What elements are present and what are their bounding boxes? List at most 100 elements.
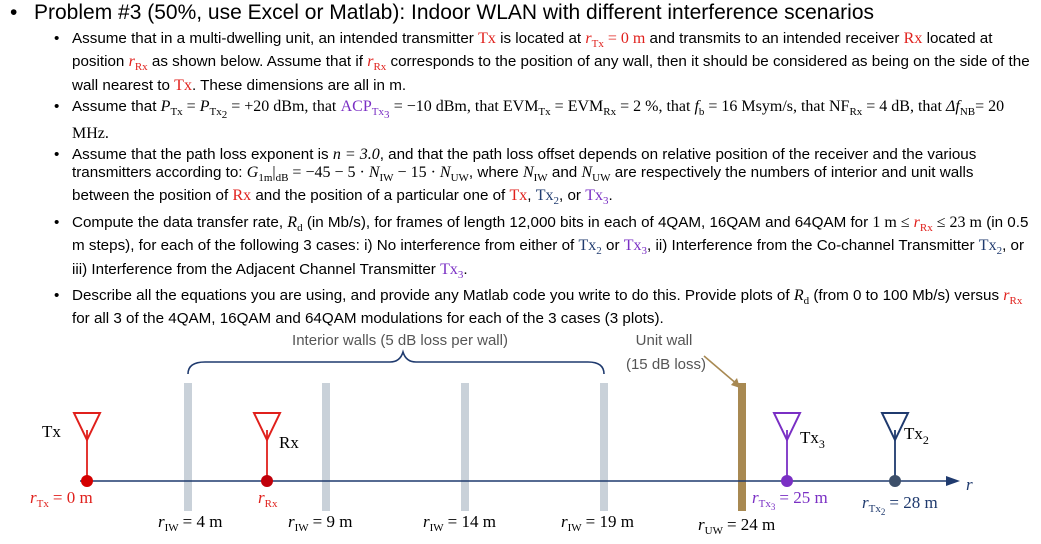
unit-wall: [738, 383, 746, 511]
unit-wall-position-label: rUW = 24 m: [698, 515, 775, 537]
b3-tx3: Tx: [585, 187, 603, 205]
b4-tx3: Tx: [623, 237, 642, 255]
b3-tx2-sub: 2: [553, 195, 560, 208]
title-text: Problem #3 (50%, use Excel or Matlab): I…: [34, 1, 874, 24]
bullet-marker: •: [54, 30, 60, 47]
b2-p2-sub: Tx: [209, 106, 222, 119]
b3-nuw: N: [439, 163, 451, 181]
b3-g-sub: 1m: [258, 172, 273, 185]
tx2-diagram-sub: 2: [923, 433, 929, 447]
b4-text-f: , or iii) Interference from the Adjacent…: [72, 237, 1025, 278]
b1-text-b: is located at: [500, 30, 582, 47]
b1-rrx-sub-2: Rx: [373, 61, 387, 74]
b5-rd: R: [793, 286, 804, 304]
b2-p1-sub: Tx: [170, 106, 183, 119]
b1-rx: Rx: [903, 30, 923, 47]
b4-range-a: 1 m ≤: [872, 213, 910, 231]
rtx-position-label: rTx = 0 m: [30, 488, 93, 510]
b2-eq7: = 4 dB, that: [866, 97, 942, 115]
b4-text-e: , ii) Interference from the Co-channel T…: [647, 237, 975, 255]
b3-text-f: and the position of a particular one of: [255, 187, 506, 205]
bullet-3: • Assume that the path loss exponent is …: [54, 145, 977, 208]
b1-text-f: corresponds to the position of any wall,…: [72, 53, 1030, 94]
b2-p1: P: [160, 97, 171, 115]
b3-niw-sub-2: IW: [533, 172, 548, 185]
wall3-position-label: rIW = 14 m: [423, 512, 496, 534]
b4-tx3-sub: 3: [641, 245, 648, 258]
tx2-position-dot: [889, 475, 901, 487]
bullet-marker: •: [54, 213, 60, 231]
wall1-position-label: rIW = 4 m: [158, 512, 222, 534]
bullet-1: • Assume that in a multi-dwelling unit, …: [54, 30, 1030, 94]
rx-antenna-icon: [252, 412, 282, 443]
tx-antenna-icon: [72, 412, 102, 443]
b2-eq4: =: [554, 97, 564, 115]
b5-rrx: r: [1003, 286, 1010, 304]
b1-text-c: and transmits to an intended receiver: [649, 30, 900, 47]
b2-eq2: = +20 dBm, that: [231, 97, 337, 115]
b3-or: , or: [559, 187, 581, 205]
unit-wall-label-2: (15 dB loss): [626, 356, 706, 373]
b3-eq: = −45 − 5 ·: [292, 163, 365, 181]
b3-nuw-sub: UW: [450, 172, 469, 185]
problem-title: • Problem #3 (50%, use Excel or Matlab): …: [10, 1, 874, 25]
rx-position-dot: [261, 475, 273, 487]
b1-text-a: Assume that in a multi-dwelling unit, an…: [72, 30, 474, 47]
rx-diagram-label: Rx: [279, 433, 299, 452]
bullet-list: • Assume that in a multi-dwelling unit, …: [54, 30, 1034, 332]
axis-arrowhead: [946, 476, 960, 486]
b2-text-a: Assume that: [72, 97, 157, 115]
b4-tx3-sub-2: 3: [457, 268, 464, 281]
b2-eq6: = 16 Msym/s, that: [708, 97, 825, 115]
interior-walls-brace: [187, 349, 605, 375]
b3-text-d: and: [551, 163, 578, 181]
b5-text-a: Describe all the equations you are using…: [72, 286, 790, 304]
b2-acp-subsub: 3: [383, 109, 390, 122]
b2-df-sub: NB: [959, 106, 976, 119]
bullet-marker: •: [54, 97, 60, 115]
b3-tx: Tx: [509, 187, 528, 205]
b2-fb: f: [694, 97, 699, 115]
b1-text-g: These dimensions are all in m.: [200, 76, 407, 94]
tx3-antenna-icon: [772, 412, 802, 443]
b4-tx2-sub-2: 2: [996, 245, 1003, 258]
svg-text:Tx2: Tx2: [904, 424, 929, 447]
bullet-2: • Assume that PTx = PTx2 = +20 dBm, that…: [54, 97, 1034, 143]
b3-tx3-sub: 3: [603, 195, 609, 208]
b1-rtx: r: [585, 30, 592, 47]
b5-rd-sub: d: [803, 295, 810, 308]
b3-nuw-sub-2: UW: [592, 172, 611, 185]
b2-evm2-sub: Rx: [603, 106, 617, 119]
b1-text-e: as shown below. Assume that if: [151, 53, 363, 71]
b4-tx2-sub: 2: [596, 245, 602, 258]
b4-range-b: ≤ 23 m: [936, 213, 982, 231]
tx3-position-dot: [781, 475, 793, 487]
b5-text-c: for all 3 of the 4QAM, 16QAM and 64QAM m…: [72, 310, 664, 328]
tx2-antenna-icon: [880, 412, 910, 443]
b4-tx2: Tx: [578, 237, 597, 255]
b1-rtx-val: = 0 m: [607, 30, 646, 47]
b2-acp-sub: Tx: [371, 106, 384, 119]
b2-eq1: =: [186, 97, 196, 115]
b3-text-c: , where: [468, 163, 519, 181]
b3-rx: Rx: [232, 187, 252, 205]
b2-df: Δf: [945, 97, 960, 115]
b4-end: .: [463, 260, 468, 278]
b3-eq2: − 15 ·: [397, 163, 436, 181]
interior-wall-1: [184, 383, 192, 511]
b3-text-e: are respectively the numbers of interior…: [72, 163, 974, 205]
b3-text-b: , and that the path loss offset depends …: [72, 145, 977, 181]
b2-nf-sub: Rx: [849, 106, 863, 119]
b2-evm2: EVM: [567, 97, 604, 115]
b2-p2: P: [199, 97, 210, 115]
b4-text-d: or: [606, 237, 620, 255]
b3-n: n = 3.0: [332, 145, 380, 163]
axis-label: r: [966, 475, 973, 494]
b3-g-bar: |: [272, 163, 276, 181]
svg-text:Tx3: Tx3: [800, 428, 825, 451]
b3-g: G: [246, 163, 259, 181]
tx2-diagram-label: Tx: [904, 424, 923, 443]
b4-text-c: (in 0.5 m steps), for each of the follow…: [72, 213, 1029, 255]
